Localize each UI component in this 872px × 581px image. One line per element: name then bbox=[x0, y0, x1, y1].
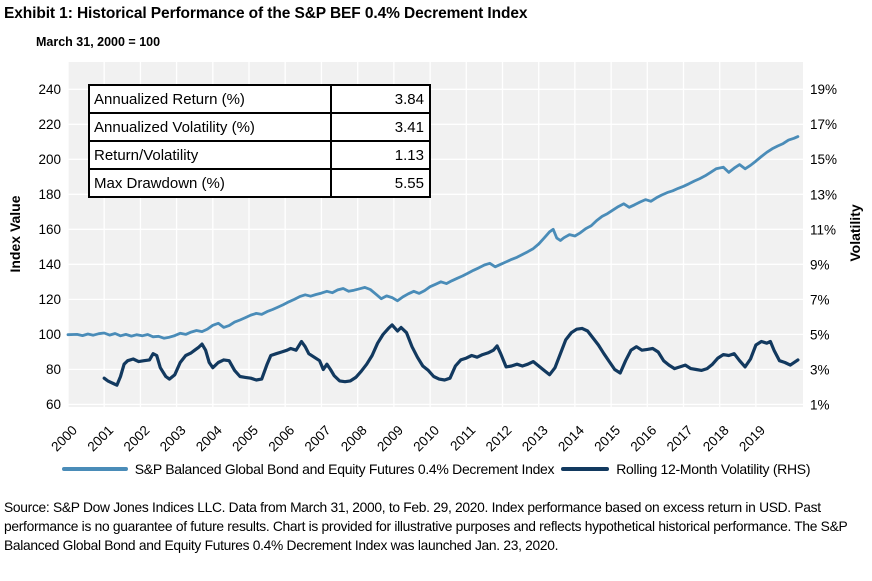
y-axis-right-tick: 15% bbox=[810, 152, 837, 167]
chart-legend: S&P Balanced Global Bond and Equity Futu… bbox=[0, 461, 872, 477]
x-axis-tick: 2010 bbox=[410, 423, 442, 455]
x-axis-tick: 2006 bbox=[265, 423, 297, 455]
stat-label: Annualized Volatility (%) bbox=[88, 112, 332, 142]
x-axis-tick: 2001 bbox=[84, 423, 116, 455]
y-axis-right-tick: 7% bbox=[810, 292, 830, 307]
chart-subtitle: March 31, 2000 = 100 bbox=[36, 35, 161, 49]
performance-chart: Index Value Volatility 24022020018016014… bbox=[7, 62, 863, 455]
stat-value: 3.84 bbox=[330, 84, 431, 114]
x-axis-tick: 2013 bbox=[519, 423, 551, 455]
x-axis-tick: 2012 bbox=[483, 423, 515, 455]
x-axis-tick: 2017 bbox=[664, 423, 696, 455]
y-axis-left-tick: 220 bbox=[38, 117, 61, 132]
stat-value: 1.13 bbox=[330, 140, 431, 170]
x-axis-tick: 2007 bbox=[302, 423, 334, 455]
stat-value: 5.55 bbox=[330, 168, 431, 198]
stat-label: Annualized Return (%) bbox=[88, 84, 332, 114]
x-axis-tick: 2009 bbox=[374, 423, 406, 455]
x-axis-tick: 2003 bbox=[157, 423, 189, 455]
x-axis-tick: 2011 bbox=[447, 423, 478, 454]
volatility-line bbox=[102, 323, 800, 387]
y-axis-right-tick: 5% bbox=[810, 327, 830, 342]
x-axis-tick: 2004 bbox=[193, 422, 225, 454]
legend-label-volatility: Rolling 12-Month Volatility (RHS) bbox=[616, 461, 811, 477]
table-row: Max Drawdown (%) 5.55 bbox=[88, 168, 431, 198]
x-axis-tick: 2018 bbox=[700, 423, 732, 455]
stat-label: Return/Volatility bbox=[88, 140, 332, 170]
x-axis-tick: 2002 bbox=[121, 423, 153, 455]
x-axis-tick: 2005 bbox=[229, 423, 261, 455]
table-row: Annualized Volatility (%) 3.41 bbox=[88, 112, 431, 142]
y-axis-right-tick: 3% bbox=[810, 362, 830, 377]
y-axis-right-tick: 1% bbox=[810, 397, 830, 412]
x-axis-tick: 2008 bbox=[338, 423, 370, 455]
page-title: Exhibit 1: Historical Performance of the… bbox=[4, 5, 528, 22]
legend-label-index: S&P Balanced Global Bond and Equity Futu… bbox=[134, 461, 555, 477]
index-line-swatch bbox=[61, 467, 128, 471]
y-axis-right-tick: 19% bbox=[810, 82, 837, 97]
y-axis-right-tick: 17% bbox=[810, 117, 837, 132]
y-axis-left-tick: 100 bbox=[38, 327, 61, 342]
y-axis-left-tick: 160 bbox=[38, 222, 61, 237]
stats-table: Annualized Return (%) 3.84 Annualized Vo… bbox=[88, 84, 431, 198]
index-line bbox=[66, 135, 800, 340]
volatility-line-swatch bbox=[561, 467, 610, 471]
table-row: Annualized Return (%) 3.84 bbox=[88, 84, 431, 114]
y-axis-left-tick: 120 bbox=[38, 292, 61, 307]
source-note: Source: S&P Dow Jones Indices LLC. Data … bbox=[4, 500, 848, 554]
y-axis-left-tick: 200 bbox=[38, 152, 61, 167]
x-axis-tick: 2015 bbox=[591, 423, 623, 455]
x-axis-tick: 2016 bbox=[628, 423, 660, 455]
left-axis-title: Index Value bbox=[7, 195, 23, 272]
y-axis-right-tick: 13% bbox=[810, 187, 837, 202]
x-axis-tick: 2014 bbox=[555, 422, 587, 454]
y-axis-left-tick: 180 bbox=[38, 187, 61, 202]
y-axis-left-tick: 60 bbox=[46, 397, 61, 412]
stat-value: 3.41 bbox=[330, 112, 431, 142]
right-axis-title: Volatility bbox=[847, 204, 863, 262]
y-axis-left-tick: 140 bbox=[38, 257, 61, 272]
x-axis-tick: 2000 bbox=[48, 423, 80, 455]
y-axis-left-tick: 240 bbox=[38, 82, 61, 97]
y-axis-right-tick: 9% bbox=[810, 257, 830, 272]
y-axis-right-tick: 11% bbox=[810, 222, 836, 237]
table-row: Return/Volatility 1.13 bbox=[88, 140, 431, 170]
stat-label: Max Drawdown (%) bbox=[88, 168, 332, 198]
x-axis-tick: 2019 bbox=[736, 423, 768, 455]
y-axis-left-tick: 80 bbox=[46, 362, 61, 377]
